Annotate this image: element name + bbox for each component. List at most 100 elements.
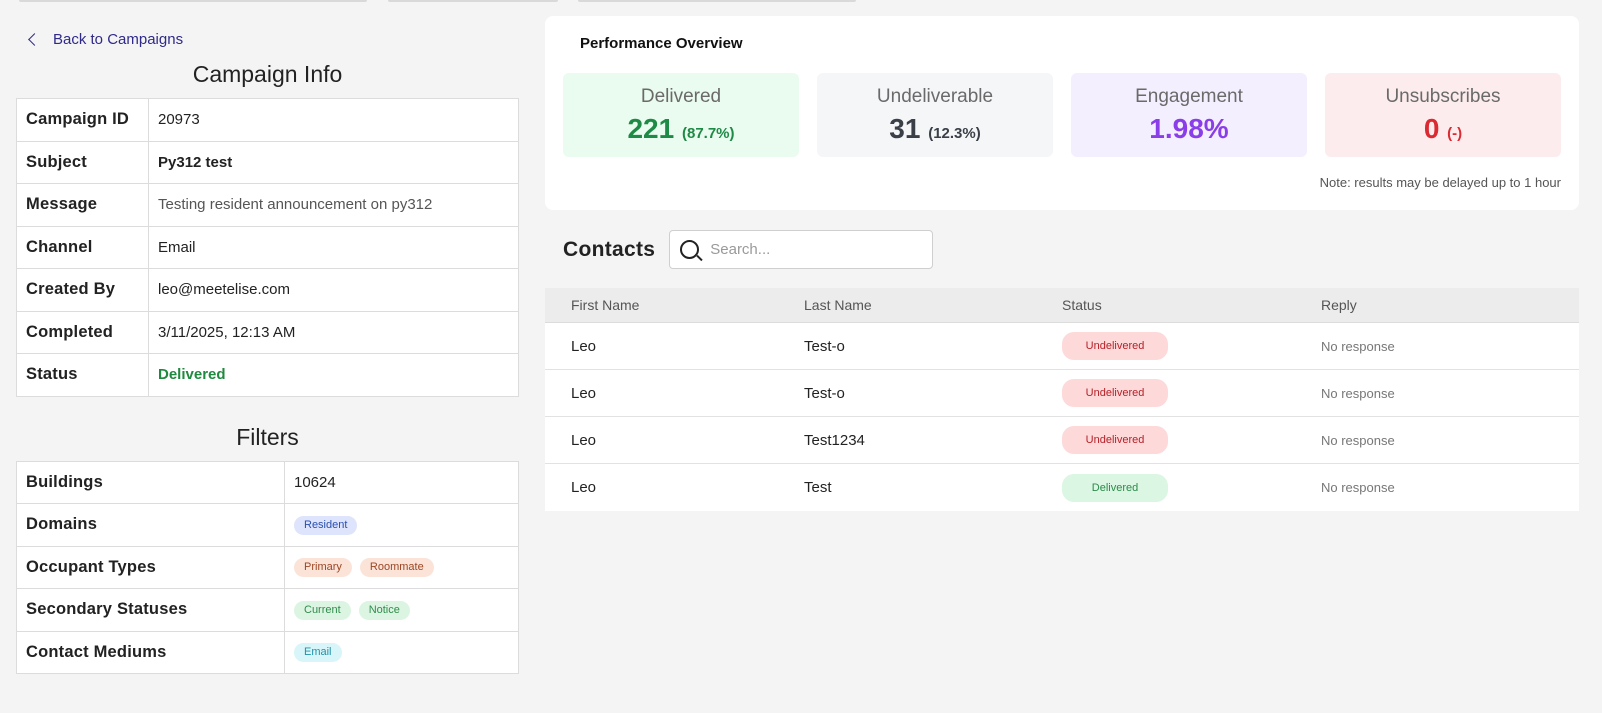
occupant-chip-roommate: Roommate bbox=[359, 558, 434, 578]
campaign-id-label: Campaign ID bbox=[16, 98, 149, 142]
buildings-label: Buildings bbox=[16, 460, 285, 504]
unsubscribes-stat-value: 0 bbox=[1423, 113, 1440, 144]
unsubscribes-stat-label: Unsubscribes bbox=[1385, 86, 1501, 107]
undeliverable-stat-label: Undeliverable bbox=[876, 86, 994, 107]
table-row: Status Delivered bbox=[16, 353, 519, 397]
undeliverable-stat-value-row: 31 (12.3%) bbox=[817, 113, 1053, 145]
column-header-first-name[interactable]: First Name bbox=[571, 297, 640, 313]
engagement-stat-label: Engagement bbox=[1135, 86, 1243, 107]
filters-title: Filters bbox=[236, 423, 299, 450]
column-header-reply[interactable]: Reply bbox=[1321, 297, 1357, 313]
status-badge: Undelivered bbox=[1062, 379, 1168, 407]
status-cell: Undelivered bbox=[1062, 332, 1321, 360]
undeliverable-stat-pct: (12.3%) bbox=[928, 125, 981, 142]
channel-label: Channel bbox=[16, 225, 149, 269]
performance-overview-card: Performance Overview Delivered 221 (87.7… bbox=[545, 16, 1579, 210]
chevron-left-icon bbox=[28, 33, 41, 46]
subject-label: Subject bbox=[16, 140, 149, 184]
campaign-info-table: Campaign ID 20973 Subject Py312 test Mes… bbox=[16, 98, 519, 397]
contact-mediums-value: Email bbox=[284, 630, 519, 674]
performance-overview-title: Performance Overview bbox=[580, 35, 743, 52]
occupant-chip-primary: Primary bbox=[294, 558, 352, 578]
status-cell: Delivered bbox=[1062, 473, 1321, 502]
last-name-cell: Test bbox=[804, 479, 832, 496]
table-row[interactable]: Leo Test1234 Undelivered No response bbox=[545, 417, 1579, 464]
last-name-cell: Test-o bbox=[804, 337, 845, 355]
status-label: Status bbox=[16, 353, 149, 397]
contacts-search[interactable] bbox=[669, 230, 934, 269]
campaign-info-title: Campaign Info bbox=[192, 61, 343, 87]
first-name-cell: Leo bbox=[571, 431, 597, 449]
engagement-stat: Engagement 1.98% bbox=[1071, 73, 1307, 157]
secondary-statuses-label: Secondary Statuses bbox=[16, 588, 285, 632]
table-row: Contact Mediums Email bbox=[16, 630, 519, 674]
status-cell: Undelivered bbox=[1062, 426, 1321, 454]
secondary-statuses-value: Current Notice bbox=[284, 588, 519, 632]
table-row[interactable]: Leo Test-o Undelivered No response bbox=[545, 323, 1579, 370]
delivered-stat-value: 221 bbox=[627, 113, 675, 144]
status-chip-current: Current bbox=[294, 600, 351, 620]
domains-value: Resident bbox=[284, 503, 519, 547]
last-name-cell: Test-o bbox=[804, 384, 845, 402]
column-header-status[interactable]: Status bbox=[1062, 297, 1102, 313]
campaign-id-value: 20973 bbox=[148, 98, 519, 142]
unsubscribes-stat-pct: (-) bbox=[1447, 125, 1463, 142]
first-name-cell: Leo bbox=[571, 337, 597, 355]
delay-note: Note: results may be delayed up to 1 hou… bbox=[1319, 175, 1561, 190]
reply-cell: No response bbox=[1321, 385, 1395, 401]
search-icon bbox=[680, 240, 700, 259]
status-value: Delivered bbox=[148, 353, 519, 397]
status-badge: Delivered bbox=[1062, 473, 1168, 502]
undeliverable-stat-value: 31 bbox=[889, 113, 921, 144]
medium-chip-email: Email bbox=[294, 643, 342, 663]
search-input[interactable] bbox=[710, 241, 921, 258]
channel-value: Email bbox=[148, 225, 519, 269]
completed-label: Completed bbox=[16, 310, 149, 354]
domain-chip-resident: Resident bbox=[294, 515, 358, 535]
back-to-campaigns-link[interactable]: Back to Campaigns bbox=[16, 22, 183, 56]
table-row: Campaign ID 20973 bbox=[16, 98, 519, 142]
table-row: Created By leo@meetelise.com bbox=[16, 268, 519, 312]
occupant-types-label: Occupant Types bbox=[16, 545, 285, 589]
message-label: Message bbox=[16, 183, 149, 227]
table-row: Secondary Statuses Current Notice bbox=[16, 588, 519, 632]
top-tab-1[interactable] bbox=[19, 0, 367, 2]
contacts-table-header: First Name Last Name Status Reply bbox=[545, 288, 1579, 323]
delivered-stat: Delivered 221 (87.7%) bbox=[563, 73, 799, 157]
table-row: Occupant Types Primary Roommate bbox=[16, 545, 519, 589]
contacts-title: Contacts bbox=[563, 237, 656, 261]
domains-label: Domains bbox=[16, 503, 285, 547]
status-cell: Undelivered bbox=[1062, 379, 1321, 407]
first-name-cell: Leo bbox=[571, 384, 597, 402]
table-row[interactable]: Leo Test Delivered No response bbox=[545, 464, 1579, 511]
created-by-label: Created By bbox=[16, 268, 149, 312]
first-name-cell: Leo bbox=[571, 479, 597, 496]
column-header-last-name[interactable]: Last Name bbox=[804, 297, 872, 313]
occupant-types-value: Primary Roommate bbox=[284, 545, 519, 589]
filters-table: Buildings 10624 Domains Resident Occupan… bbox=[16, 460, 519, 674]
unsubscribes-stat-value-row: 0 (-) bbox=[1325, 113, 1561, 145]
left-column: Back to Campaigns Campaign Info Campaign… bbox=[16, 22, 519, 674]
delivered-stat-value-row: 221 (87.7%) bbox=[563, 113, 799, 145]
last-name-cell: Test1234 bbox=[804, 431, 865, 449]
table-row: Domains Resident bbox=[16, 503, 519, 547]
table-row: Message Testing resident announcement on… bbox=[16, 183, 519, 227]
status-badge: Undelivered bbox=[1062, 426, 1168, 454]
buildings-value: 10624 bbox=[284, 460, 519, 504]
table-row: Buildings 10624 bbox=[16, 460, 519, 504]
back-link-label: Back to Campaigns bbox=[53, 30, 184, 48]
reply-cell: No response bbox=[1321, 338, 1395, 354]
delivered-stat-pct: (87.7%) bbox=[681, 125, 735, 142]
status-chip-notice: Notice bbox=[358, 600, 410, 620]
table-row: Subject Py312 test bbox=[16, 140, 519, 184]
contacts-header: Contacts bbox=[563, 230, 934, 269]
status-badge: Undelivered bbox=[1062, 332, 1168, 360]
top-tab-2[interactable] bbox=[388, 0, 558, 2]
undeliverable-stat: Undeliverable 31 (12.3%) bbox=[817, 73, 1053, 157]
engagement-stat-value: 1.98% bbox=[1149, 113, 1229, 144]
table-row[interactable]: Leo Test-o Undelivered No response bbox=[545, 370, 1579, 417]
message-value: Testing resident announcement on py312 bbox=[148, 183, 519, 227]
contact-mediums-label: Contact Mediums bbox=[16, 630, 285, 674]
table-row: Completed 3/11/2025, 12:13 AM bbox=[16, 310, 519, 354]
top-tab-3[interactable] bbox=[578, 0, 856, 2]
